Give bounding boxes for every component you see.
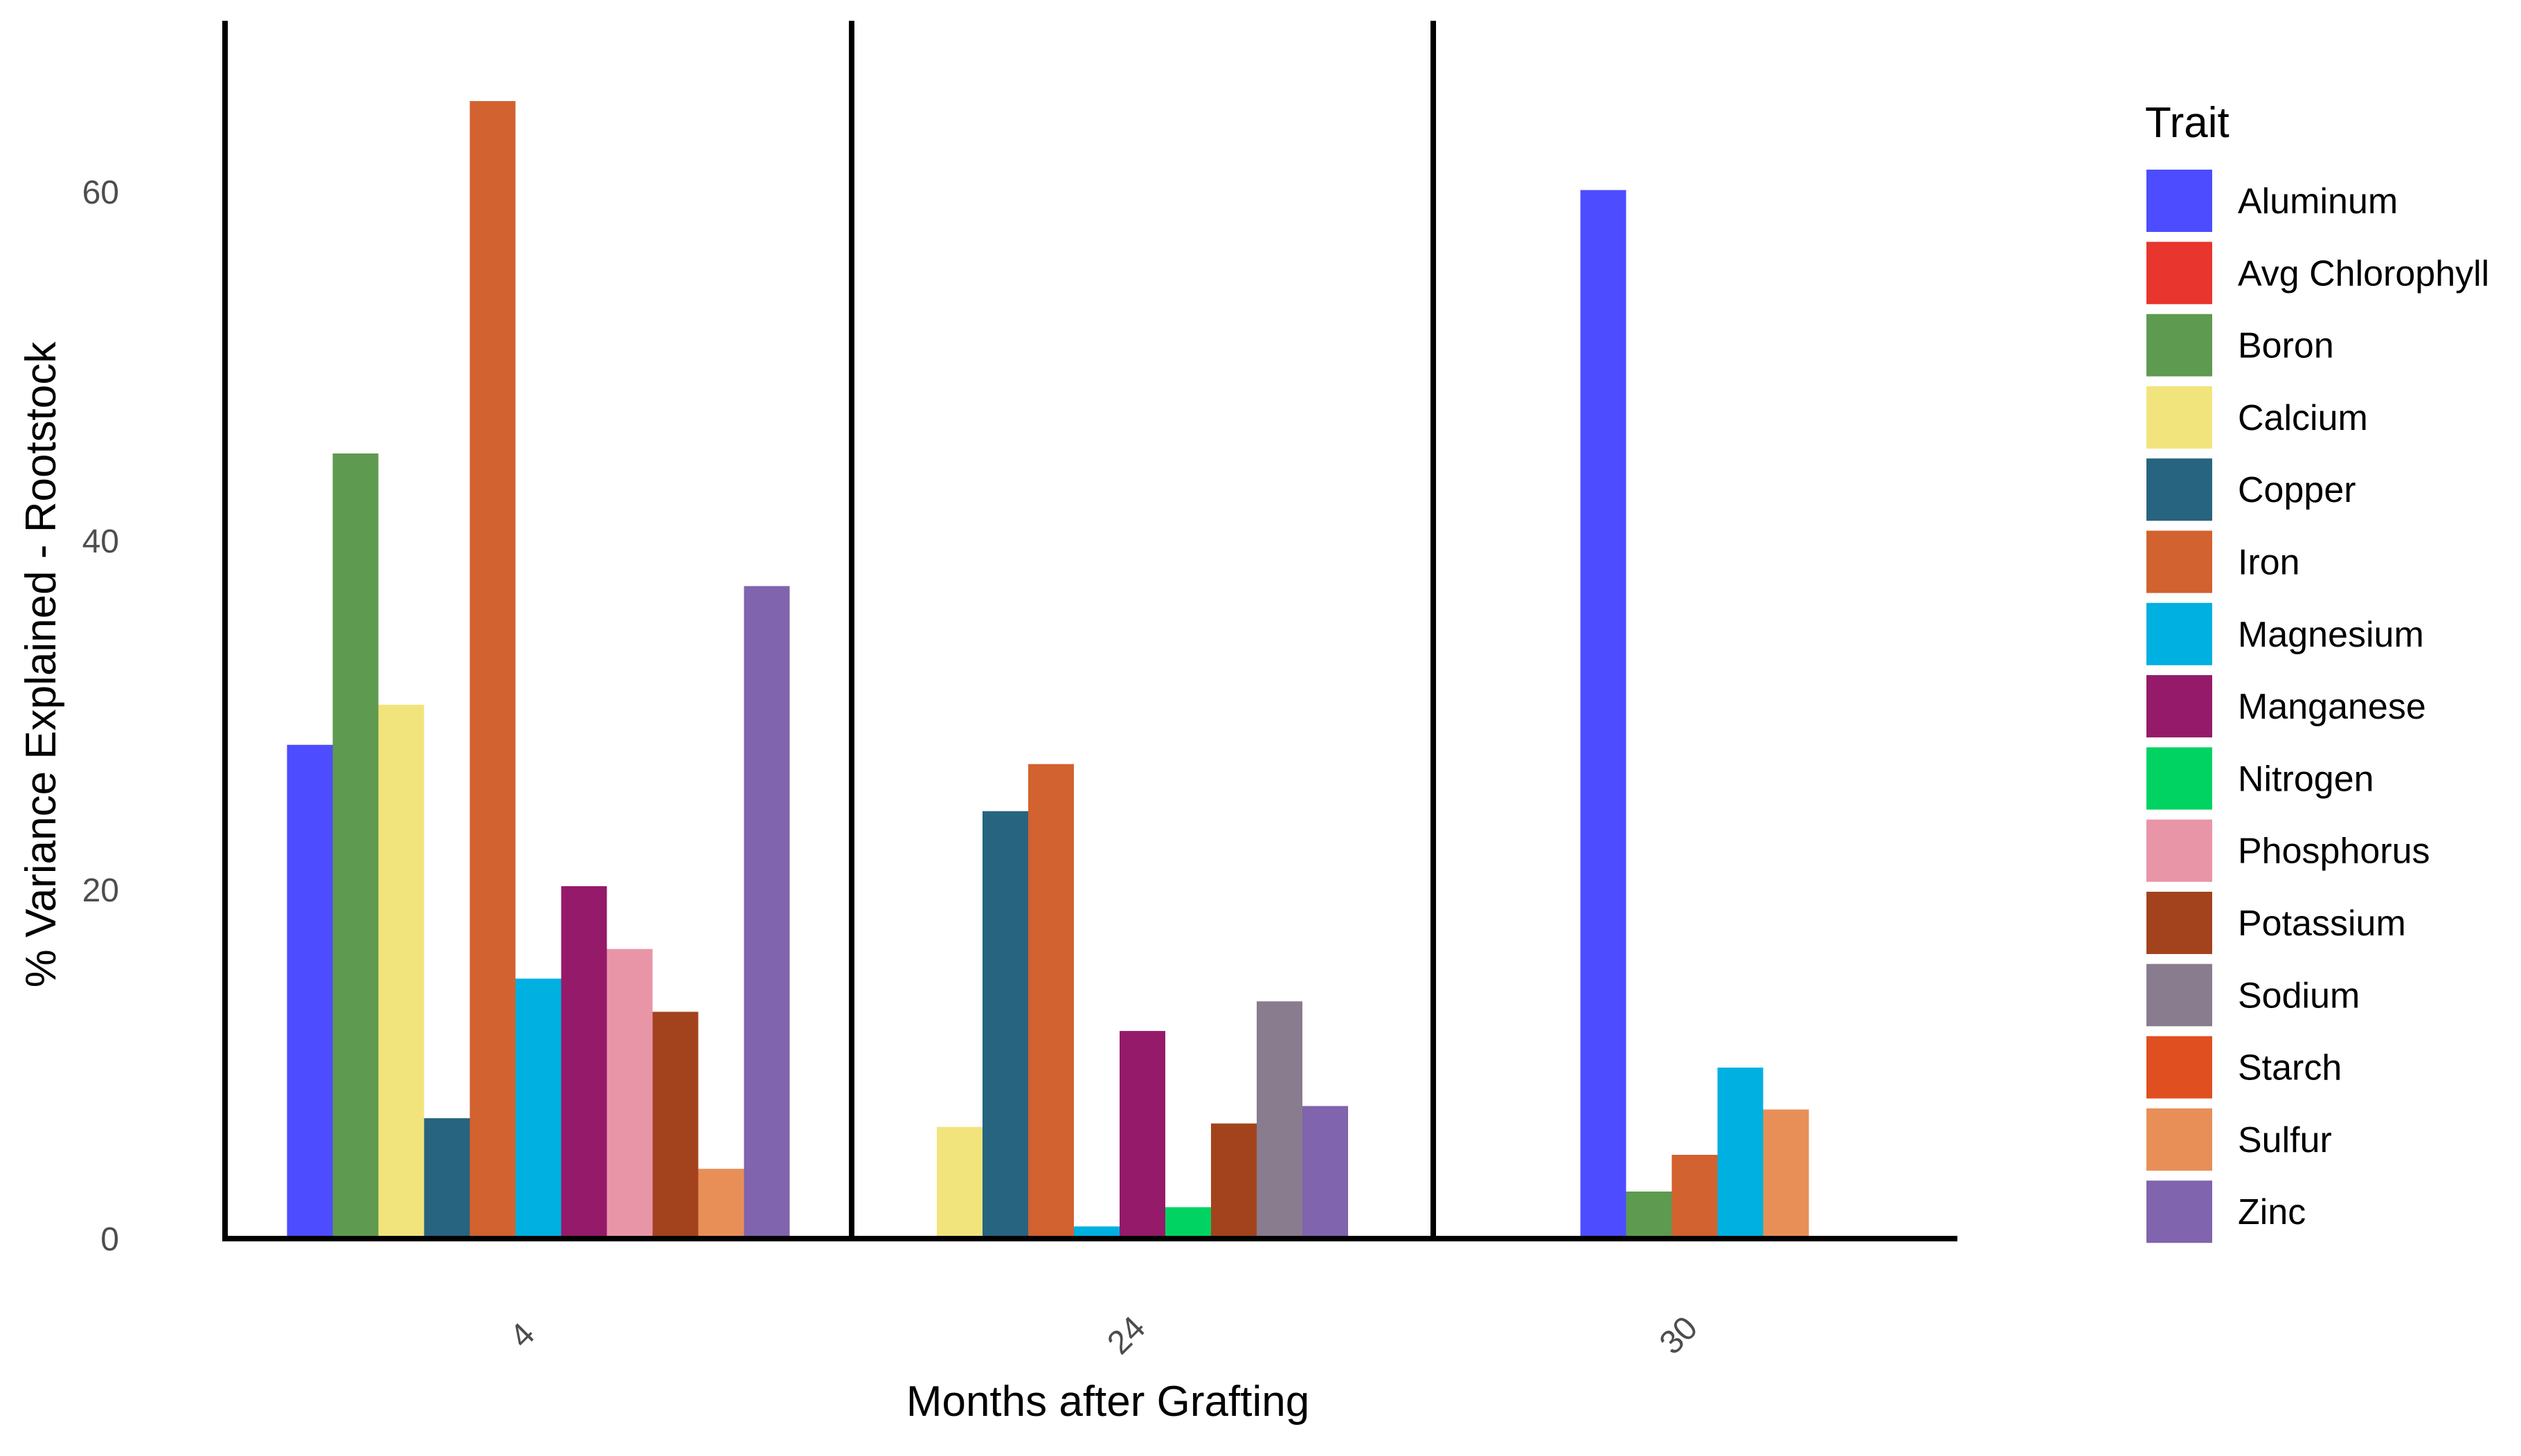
x-axis-title: Months after Grafting (906, 1378, 1309, 1426)
legend-item: Starch (2146, 1036, 2342, 1099)
bar-copper-4 (424, 1118, 470, 1239)
bar-boron-30 (1626, 1192, 1672, 1239)
axes-layer (222, 21, 1957, 1241)
legend-label: Nitrogen (2238, 759, 2374, 799)
legend-item: Iron (2146, 530, 2300, 593)
legend-label: Calcium (2238, 398, 2368, 438)
bar-copper-24 (983, 811, 1028, 1239)
bar-calcium-4 (378, 704, 424, 1239)
legend-item: Phosphorus (2146, 819, 2430, 882)
legend-label: Starch (2238, 1048, 2342, 1088)
bar-magnesium-30 (1717, 1068, 1764, 1239)
x-tick-labels: 4 24 30 (503, 1309, 1705, 1361)
bar-phosphorus-4 (607, 949, 653, 1239)
bar-iron-30 (1671, 1155, 1718, 1239)
legend-label: Sodium (2238, 976, 2360, 1016)
legend-item: Boron (2146, 314, 2334, 377)
legend-swatch (2146, 602, 2212, 665)
bar-manganese-24 (1120, 1031, 1165, 1239)
legend-label: Sulfur (2238, 1120, 2332, 1160)
legend-items: Aluminum Avg Chlorophyll Boron Calcium Coppe… (2146, 170, 2489, 1243)
bar-calcium-24 (937, 1126, 983, 1239)
legend-label: Iron (2238, 543, 2300, 583)
legend-swatch (2146, 386, 2212, 449)
legend-title: Trait (2145, 99, 2230, 147)
bar-iron-24 (1028, 764, 1074, 1239)
bar-manganese-4 (561, 886, 607, 1239)
legend-label: Magnesium (2238, 615, 2424, 655)
legend-swatch (2146, 458, 2212, 521)
bar-sulfur-4 (698, 1169, 744, 1239)
legend-label: Manganese (2238, 687, 2426, 727)
bar-aluminum-30 (1580, 190, 1626, 1239)
bar-aluminum-4 (287, 744, 333, 1239)
bar-boron-4 (332, 453, 379, 1239)
bar-magnesium-24 (1074, 1226, 1120, 1239)
legend-label: Zinc (2238, 1192, 2306, 1232)
y-tick-labels: 0 20 40 60 (82, 174, 119, 1258)
legend-label: Potassium (2238, 904, 2406, 944)
legend-swatch (2146, 530, 2212, 593)
y-tick-label: 20 (82, 872, 119, 909)
bar-zinc-4 (744, 586, 790, 1239)
legend-swatch (2146, 1108, 2212, 1171)
bar-zinc-24 (1302, 1106, 1348, 1239)
legend-label: Aluminum (2238, 181, 2398, 222)
legend-swatch (2146, 892, 2212, 954)
x-tick-label: 30 (1653, 1309, 1705, 1361)
legend-item: Nitrogen (2146, 747, 2374, 810)
y-tick-label: 60 (82, 174, 119, 211)
legend-swatch (2146, 242, 2212, 305)
bar-iron-4 (469, 101, 516, 1239)
x-tick-label: 24 (1100, 1309, 1152, 1361)
bar-potassium-4 (652, 1012, 699, 1239)
bar-potassium-24 (1211, 1123, 1257, 1239)
legend-swatch (2146, 747, 2212, 810)
legend-item: Magnesium (2146, 602, 2424, 665)
legend-swatch (2146, 1180, 2212, 1243)
legend-label: Phosphorus (2238, 832, 2430, 872)
y-tick-label: 0 (100, 1221, 119, 1258)
bar-nitrogen-24 (1165, 1207, 1211, 1239)
legend-label: Boron (2238, 326, 2334, 366)
bars-layer (287, 101, 1809, 1239)
legend-item: Potassium (2146, 892, 2406, 954)
y-axis-title: % Variance Explained - Rootstock (17, 341, 65, 988)
legend-swatch (2146, 675, 2212, 738)
legend-item: Copper (2146, 458, 2356, 521)
legend-label: Copper (2238, 470, 2356, 510)
bar-sulfur-30 (1763, 1109, 1809, 1239)
legend-item: Aluminum (2146, 170, 2398, 232)
legend-swatch (2146, 819, 2212, 882)
legend-item: Avg Chlorophyll (2146, 242, 2489, 305)
legend-item: Sodium (2146, 964, 2360, 1027)
legend: Trait Aluminum Avg Chlorophyll Boron Calciu… (2145, 99, 2489, 1243)
legend-swatch (2146, 964, 2212, 1027)
legend-item: Manganese (2146, 675, 2426, 738)
bar-sodium-24 (1257, 1001, 1302, 1239)
legend-swatch (2146, 170, 2212, 232)
bar-magnesium-4 (515, 978, 562, 1239)
legend-swatch (2146, 314, 2212, 377)
legend-label: Avg Chlorophyll (2238, 253, 2489, 294)
y-tick-label: 40 (82, 523, 119, 560)
legend-item: Sulfur (2146, 1108, 2332, 1171)
legend-swatch (2146, 1036, 2212, 1099)
x-tick-label: 4 (503, 1316, 541, 1355)
legend-item: Zinc (2146, 1180, 2306, 1243)
legend-item: Calcium (2146, 386, 2368, 449)
